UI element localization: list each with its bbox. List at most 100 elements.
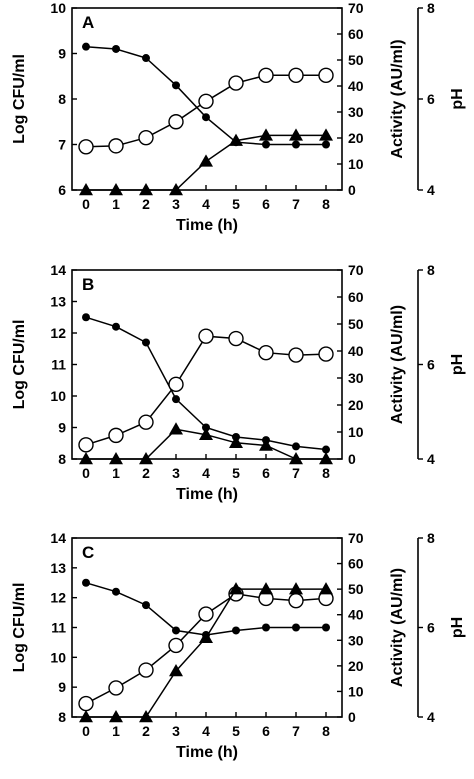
x-tick-label: 1 (112, 196, 120, 212)
data-point-filled-triangle (139, 452, 153, 465)
x-tick-label: 3 (172, 196, 180, 212)
data-point-open-circle (138, 414, 154, 430)
data-point-open-circle (138, 662, 154, 678)
x-tick-label: 4 (202, 723, 210, 739)
activity-tick-label: 20 (348, 658, 364, 674)
data-point-filled-circle (82, 313, 90, 322)
left-axis-title: Log CFU/ml (11, 54, 28, 144)
data-point-open-circle (318, 67, 334, 84)
x-tick-label: 0 (82, 465, 90, 481)
data-point-filled-triangle (319, 582, 333, 595)
data-point-open-circle (258, 67, 274, 84)
activity-tick-label: 20 (348, 130, 364, 146)
data-point-filled-triangle (199, 427, 213, 440)
data-point-filled-circle (202, 113, 210, 122)
data-point-filled-triangle (139, 710, 153, 723)
x-tick-label: 8 (322, 196, 330, 212)
activity-tick-label: 30 (348, 632, 364, 648)
data-point-open-circle (318, 346, 334, 362)
data-point-open-circle (168, 114, 184, 130)
data-point-filled-circle (82, 42, 90, 51)
data-point-open-circle (228, 330, 244, 347)
left-tick-label: 7 (58, 137, 66, 153)
activity-tick-label: 70 (348, 0, 364, 16)
data-point-filled-triangle (109, 452, 123, 465)
data-point-filled-triangle (229, 435, 243, 449)
x-tick-label: 5 (232, 196, 240, 212)
data-point-open-circle (228, 75, 244, 91)
data-point-open-circle (108, 427, 124, 444)
left-tick-label: 10 (50, 0, 66, 16)
data-point-filled-circle (322, 445, 330, 454)
x-tick-label: 0 (82, 196, 90, 212)
data-point-open-circle (258, 344, 274, 361)
data-point-filled-circle (172, 395, 180, 404)
activity-tick-label: 40 (348, 343, 364, 359)
activity-tick-label: 50 (348, 52, 364, 68)
data-point-filled-triangle (79, 710, 93, 723)
data-point-open-circle (78, 139, 94, 155)
activity-tick-label: 40 (348, 607, 364, 623)
left-tick-label: 8 (58, 451, 66, 467)
data-point-filled-triangle (289, 582, 303, 595)
data-point-filled-circle (292, 623, 300, 632)
ph-tick-label: 8 (427, 530, 435, 546)
panel-letter: C (82, 543, 94, 562)
x-tick-label: 3 (172, 465, 180, 481)
left-tick-label: 13 (50, 560, 66, 576)
data-point-filled-triangle (169, 183, 183, 196)
ph-tick-label: 4 (427, 709, 435, 725)
data-point-filled-triangle (139, 183, 153, 196)
data-point-filled-circle (292, 442, 300, 451)
activity-axis-title: Activity (AU/ml) (389, 305, 406, 424)
data-point-filled-triangle (229, 133, 243, 146)
activity-tick-label: 60 (348, 556, 364, 572)
data-point-open-circle (288, 592, 304, 609)
data-point-filled-triangle (259, 128, 273, 141)
ph-tick-label: 4 (427, 182, 435, 198)
left-tick-label: 8 (58, 709, 66, 725)
left-axis-title: Log CFU/ml (11, 583, 28, 673)
data-point-open-circle (108, 680, 124, 696)
x-tick-label: 2 (142, 465, 150, 481)
activity-tick-label: 0 (348, 182, 356, 198)
data-point-open-circle (78, 437, 94, 453)
data-point-filled-circle (172, 626, 180, 635)
data-point-filled-circle (202, 423, 210, 432)
ph-axis-title: pH (449, 617, 466, 638)
ph-tick-label: 6 (427, 357, 435, 373)
x-tick-label: 0 (82, 723, 90, 739)
data-point-filled-triangle (199, 154, 213, 167)
data-point-filled-circle (82, 578, 90, 587)
activity-tick-label: 0 (348, 709, 356, 725)
left-tick-label: 13 (50, 294, 66, 310)
x-tick-label: 7 (292, 465, 300, 481)
data-point-filled-triangle (259, 582, 273, 595)
data-point-filled-circle (142, 338, 150, 347)
panel-letter: B (82, 275, 94, 294)
x-tick-label: 7 (292, 196, 300, 212)
x-tick-label: 6 (262, 723, 270, 739)
x-tick-label: 4 (202, 465, 210, 481)
left-tick-label: 14 (50, 262, 66, 278)
data-point-filled-circle (142, 601, 150, 610)
data-point-filled-triangle (169, 663, 183, 677)
x-tick-label: 6 (262, 196, 270, 212)
left-tick-label: 9 (58, 46, 66, 62)
activity-tick-label: 70 (348, 262, 364, 278)
ph-tick-label: 6 (427, 620, 435, 636)
ph-tick-label: 8 (427, 0, 435, 16)
x-tick-label: 1 (112, 723, 120, 739)
data-point-filled-circle (262, 623, 270, 632)
activity-tick-label: 10 (348, 424, 364, 440)
data-point-filled-triangle (109, 183, 123, 196)
left-tick-label: 11 (51, 620, 66, 636)
data-point-filled-triangle (289, 452, 303, 465)
data-point-filled-circle (112, 44, 120, 53)
data-point-filled-circle (172, 81, 180, 90)
data-point-filled-circle (112, 322, 120, 331)
ph-axis-title: pH (449, 354, 466, 375)
activity-tick-label: 30 (348, 370, 364, 386)
activity-tick-label: 10 (348, 156, 364, 172)
